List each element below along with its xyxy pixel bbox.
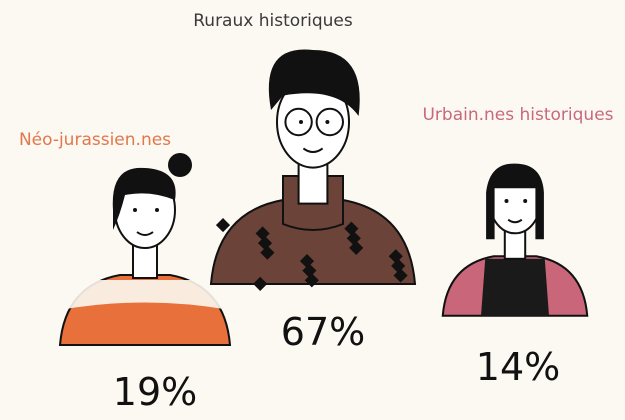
page: Néo-jurassien.nes 19% Ruraux historiques 67… [0, 0, 625, 420]
eye [133, 208, 137, 212]
category-label: Urbain.nes historiques [422, 105, 613, 125]
eye [299, 120, 303, 124]
eye [505, 199, 509, 203]
vest [481, 259, 549, 316]
category-label: Néo-jurassien.nes [19, 130, 171, 150]
value-label: 14% [476, 345, 560, 389]
eye [523, 199, 527, 203]
eye [325, 120, 329, 124]
chart: Néo-jurassien.nes 19% Ruraux historiques 67… [0, 0, 625, 420]
eye [155, 208, 159, 212]
category-label: Ruraux historiques [193, 11, 353, 31]
value-label: 19% [113, 370, 197, 414]
bun [168, 153, 192, 177]
value-label: 67% [281, 310, 365, 354]
